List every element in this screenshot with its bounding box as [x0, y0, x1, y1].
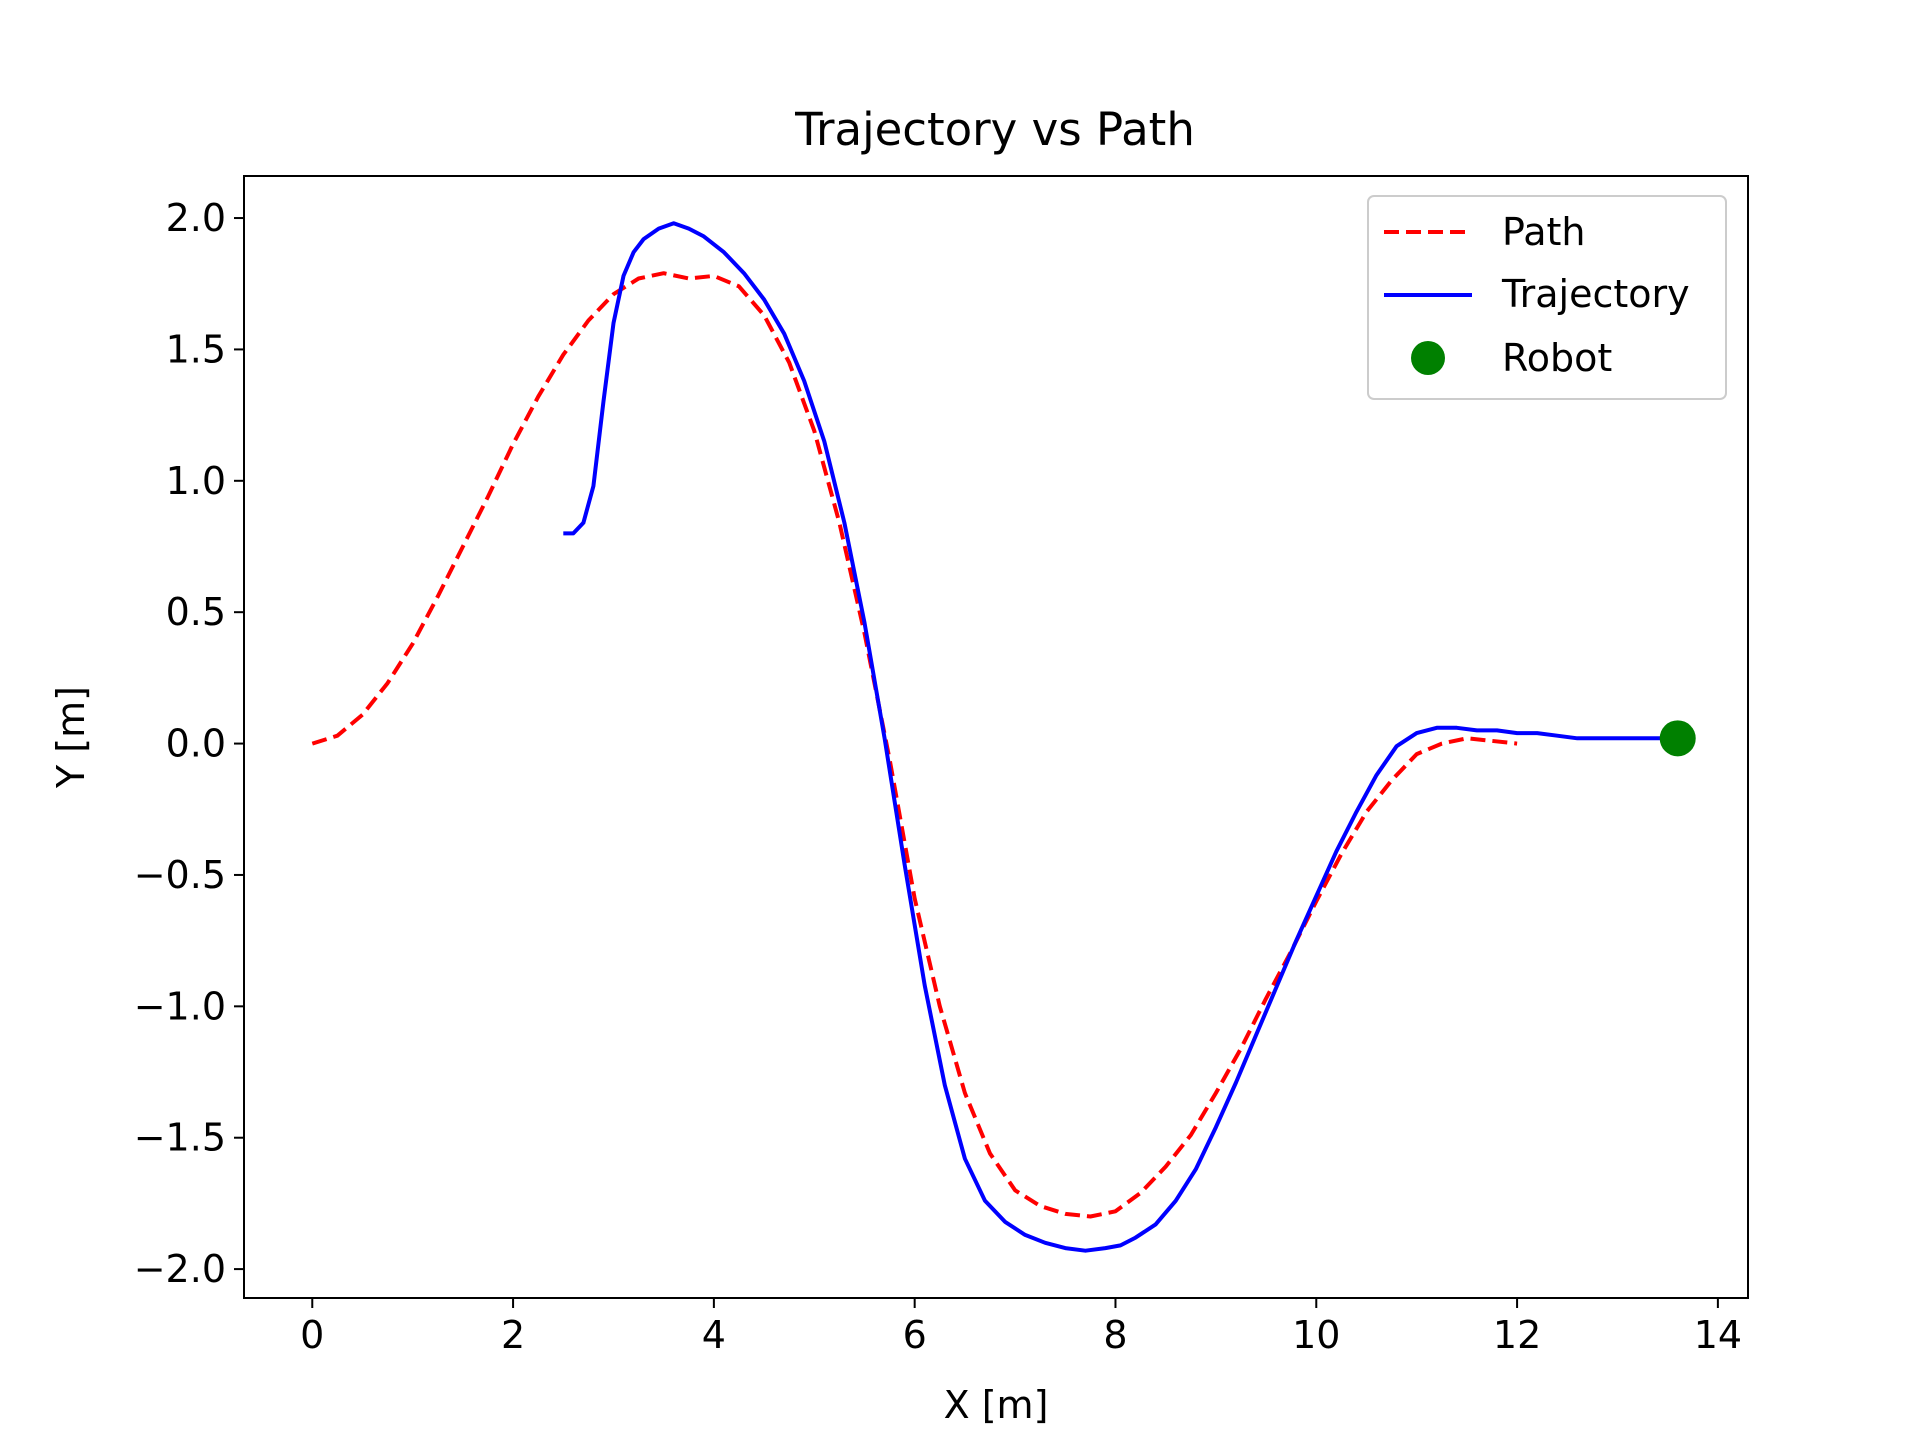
legend-path-label: Path	[1502, 210, 1585, 254]
y-tick-label: 0.5	[166, 590, 226, 634]
y-axis-label: Y [m]	[49, 686, 93, 789]
x-tick-label: 2	[501, 1313, 525, 1357]
x-tick-label: 6	[903, 1313, 927, 1357]
x-tick-label: 12	[1493, 1313, 1541, 1357]
y-tick-label: 2.0	[166, 196, 226, 240]
legend-frame	[1367, 195, 1727, 400]
y-tick-label: 0.0	[166, 722, 226, 766]
legend: Path Trajectory Robot	[1367, 195, 1727, 400]
y-tick-label: −1.5	[134, 1116, 226, 1160]
x-tick-label: 8	[1103, 1313, 1127, 1357]
series-layer	[311, 221, 1696, 1253]
y-tick-label: 1.0	[166, 459, 226, 503]
x-axis-label: X [m]	[944, 1383, 1049, 1427]
y-tick-label: 1.5	[166, 327, 226, 371]
y-axis-ticks: 2.0 1.5 1.0 0.5 0.0 −0.5 −1.0 −1.5 −2.0	[134, 196, 244, 1291]
legend-trajectory-label: Trajectory	[1501, 272, 1690, 316]
y-tick-label: −2.0	[134, 1247, 226, 1291]
legend-robot-label: Robot	[1502, 336, 1612, 380]
chart-title: Trajectory vs Path	[794, 103, 1195, 156]
x-tick-label: 10	[1292, 1313, 1340, 1357]
plot-area-frame	[243, 175, 1749, 1299]
x-tick-label: 4	[702, 1313, 726, 1357]
trajectory-line	[563, 221, 1678, 1253]
x-tick-label: 14	[1694, 1313, 1742, 1357]
y-tick-label: −0.5	[134, 853, 226, 897]
path-line	[311, 271, 1518, 1219]
x-axis-ticks: 0 2 4 6 8 10 12 14	[300, 1298, 1742, 1357]
legend-robot-swatch	[1411, 341, 1445, 375]
x-tick-label: 0	[300, 1313, 324, 1357]
y-tick-label: −1.0	[134, 984, 226, 1028]
robot-marker	[1659, 720, 1696, 757]
